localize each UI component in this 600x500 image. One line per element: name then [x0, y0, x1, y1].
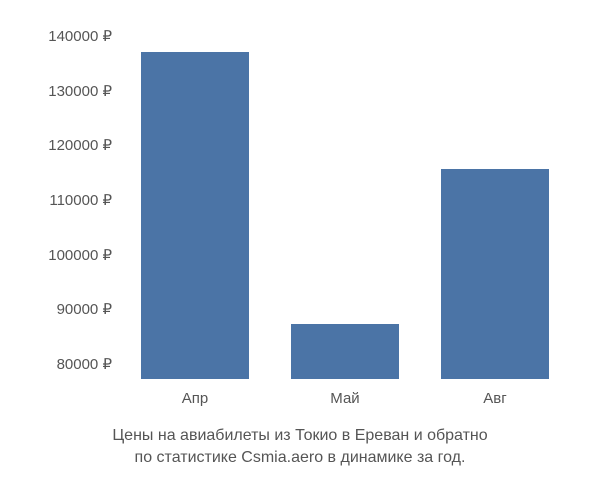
- bars-container: [120, 20, 570, 380]
- x-tick-label: Май: [270, 390, 420, 407]
- y-tick-label: 110000 ₽: [49, 191, 112, 209]
- y-tick-label: 120000 ₽: [48, 136, 112, 154]
- caption-line-1: Цены на авиабилеты из Токио в Ереван и о…: [112, 427, 487, 444]
- bar-slot: [120, 20, 270, 379]
- bar: [291, 324, 399, 379]
- y-tick-label: 140000 ₽: [48, 27, 112, 45]
- x-tick-label: Апр: [120, 390, 270, 407]
- caption-line-2: по статистике Csmia.aero в динамике за г…: [135, 449, 466, 466]
- chart-caption: Цены на авиабилеты из Токио в Ереван и о…: [20, 425, 580, 470]
- y-tick-label: 130000 ₽: [48, 82, 112, 100]
- bar-slot: [270, 20, 420, 379]
- x-tick-label: Авг: [420, 390, 570, 407]
- y-tick-label: 90000 ₽: [57, 300, 112, 318]
- plot-area: 80000 ₽ 90000 ₽ 100000 ₽ 110000 ₽ 120000 ₽ 13…: [20, 20, 580, 380]
- bar-slot: [420, 20, 570, 379]
- bar: [141, 52, 249, 379]
- y-tick-label: 100000 ₽: [48, 246, 112, 264]
- price-chart: 80000 ₽ 90000 ₽ 100000 ₽ 110000 ₽ 120000 ₽ 13…: [0, 0, 600, 500]
- y-tick-label: 80000 ₽: [57, 355, 112, 373]
- y-axis: 80000 ₽ 90000 ₽ 100000 ₽ 110000 ₽ 120000 ₽ 13…: [20, 20, 120, 380]
- x-axis: АпрМайАвг: [120, 380, 570, 407]
- bar: [441, 169, 549, 379]
